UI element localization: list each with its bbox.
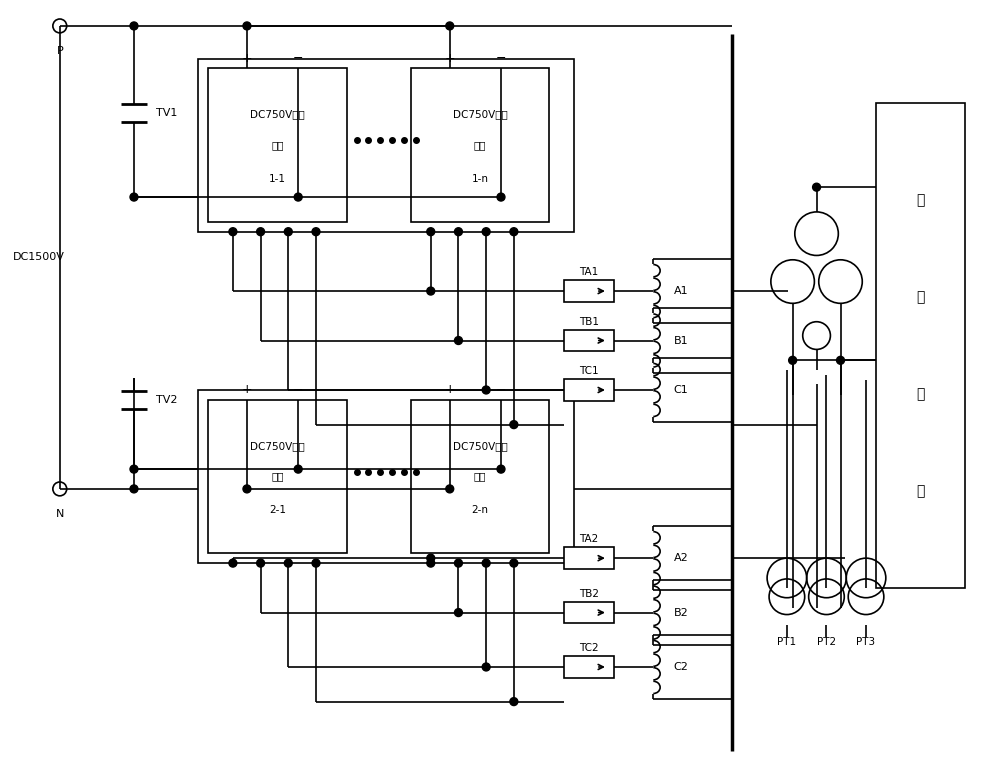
Circle shape <box>257 559 265 567</box>
Text: DC750V逆变: DC750V逆变 <box>250 441 305 451</box>
Text: 2-1: 2-1 <box>269 505 286 515</box>
Text: −: − <box>293 52 303 65</box>
Circle shape <box>312 228 320 235</box>
Circle shape <box>427 228 435 235</box>
Circle shape <box>284 559 292 567</box>
Circle shape <box>497 465 505 473</box>
Text: 2-n: 2-n <box>472 505 489 515</box>
Text: C2: C2 <box>674 662 688 672</box>
Circle shape <box>130 465 138 473</box>
Circle shape <box>446 485 454 493</box>
Circle shape <box>482 386 490 394</box>
Circle shape <box>454 228 462 235</box>
Text: 压: 压 <box>916 290 925 304</box>
Circle shape <box>510 698 518 706</box>
Text: TV2: TV2 <box>156 395 177 405</box>
Circle shape <box>510 228 518 235</box>
Text: 模块: 模块 <box>474 140 486 150</box>
Bar <box>564 547 614 569</box>
Text: +: + <box>444 384 455 396</box>
Text: 1-1: 1-1 <box>269 174 286 184</box>
Circle shape <box>454 336 462 344</box>
Circle shape <box>284 228 292 235</box>
Circle shape <box>257 228 265 235</box>
Bar <box>411 400 549 553</box>
Text: C1: C1 <box>674 385 688 395</box>
Text: TA1: TA1 <box>579 267 599 277</box>
Text: P: P <box>56 46 63 56</box>
Circle shape <box>454 608 462 616</box>
Text: 模块: 模块 <box>474 472 486 482</box>
Text: DC750V逆变: DC750V逆变 <box>250 110 305 120</box>
Text: 电: 电 <box>916 387 925 401</box>
Circle shape <box>813 183 821 191</box>
Text: −: − <box>293 384 303 396</box>
Circle shape <box>229 228 237 235</box>
Circle shape <box>130 22 138 30</box>
Bar <box>564 656 614 678</box>
Text: DC750V逆变: DC750V逆变 <box>453 110 508 120</box>
Text: PT3: PT3 <box>856 637 876 647</box>
Text: A1: A1 <box>674 286 688 296</box>
Text: PT2: PT2 <box>817 637 836 647</box>
Text: A2: A2 <box>674 553 688 563</box>
Bar <box>564 601 614 623</box>
Circle shape <box>482 559 490 567</box>
Circle shape <box>427 287 435 295</box>
Text: B1: B1 <box>674 336 688 346</box>
Text: TC2: TC2 <box>579 643 599 653</box>
Circle shape <box>312 559 320 567</box>
Circle shape <box>130 193 138 201</box>
Text: DC1500V: DC1500V <box>13 253 65 263</box>
Text: PT1: PT1 <box>777 637 796 647</box>
Text: −: − <box>496 52 506 65</box>
Circle shape <box>294 465 302 473</box>
Text: TA2: TA2 <box>579 535 599 545</box>
Circle shape <box>243 485 251 493</box>
Text: DC750V逆变: DC750V逆变 <box>453 441 508 451</box>
Text: TV1: TV1 <box>156 108 177 118</box>
Circle shape <box>510 420 518 429</box>
Text: N: N <box>56 509 64 519</box>
Text: +: + <box>242 384 252 396</box>
Circle shape <box>427 554 435 562</box>
Text: TB1: TB1 <box>579 317 599 326</box>
Circle shape <box>427 559 435 567</box>
Bar <box>198 58 574 232</box>
Circle shape <box>510 559 518 567</box>
Text: 高: 高 <box>916 193 925 207</box>
Bar <box>564 280 614 302</box>
Text: TB2: TB2 <box>579 589 599 599</box>
Text: TC1: TC1 <box>579 366 599 376</box>
Circle shape <box>837 357 844 364</box>
Bar <box>198 390 574 563</box>
Text: −: − <box>496 384 506 396</box>
Circle shape <box>130 485 138 493</box>
Text: +: + <box>444 52 455 65</box>
Bar <box>564 329 614 351</box>
Circle shape <box>229 559 237 567</box>
Circle shape <box>446 22 454 30</box>
Bar <box>876 103 965 588</box>
Circle shape <box>789 357 797 364</box>
Text: 网: 网 <box>916 484 925 498</box>
Bar <box>411 68 549 221</box>
Text: 1-n: 1-n <box>472 174 489 184</box>
Circle shape <box>294 193 302 201</box>
Text: B2: B2 <box>674 608 688 618</box>
Circle shape <box>482 228 490 235</box>
Bar <box>208 68 347 221</box>
Circle shape <box>454 559 462 567</box>
Text: +: + <box>242 52 252 65</box>
Circle shape <box>243 22 251 30</box>
Bar <box>208 400 347 553</box>
Bar <box>564 379 614 401</box>
Text: 模块: 模块 <box>271 472 284 482</box>
Circle shape <box>497 193 505 201</box>
Text: 模块: 模块 <box>271 140 284 150</box>
Circle shape <box>482 663 490 671</box>
